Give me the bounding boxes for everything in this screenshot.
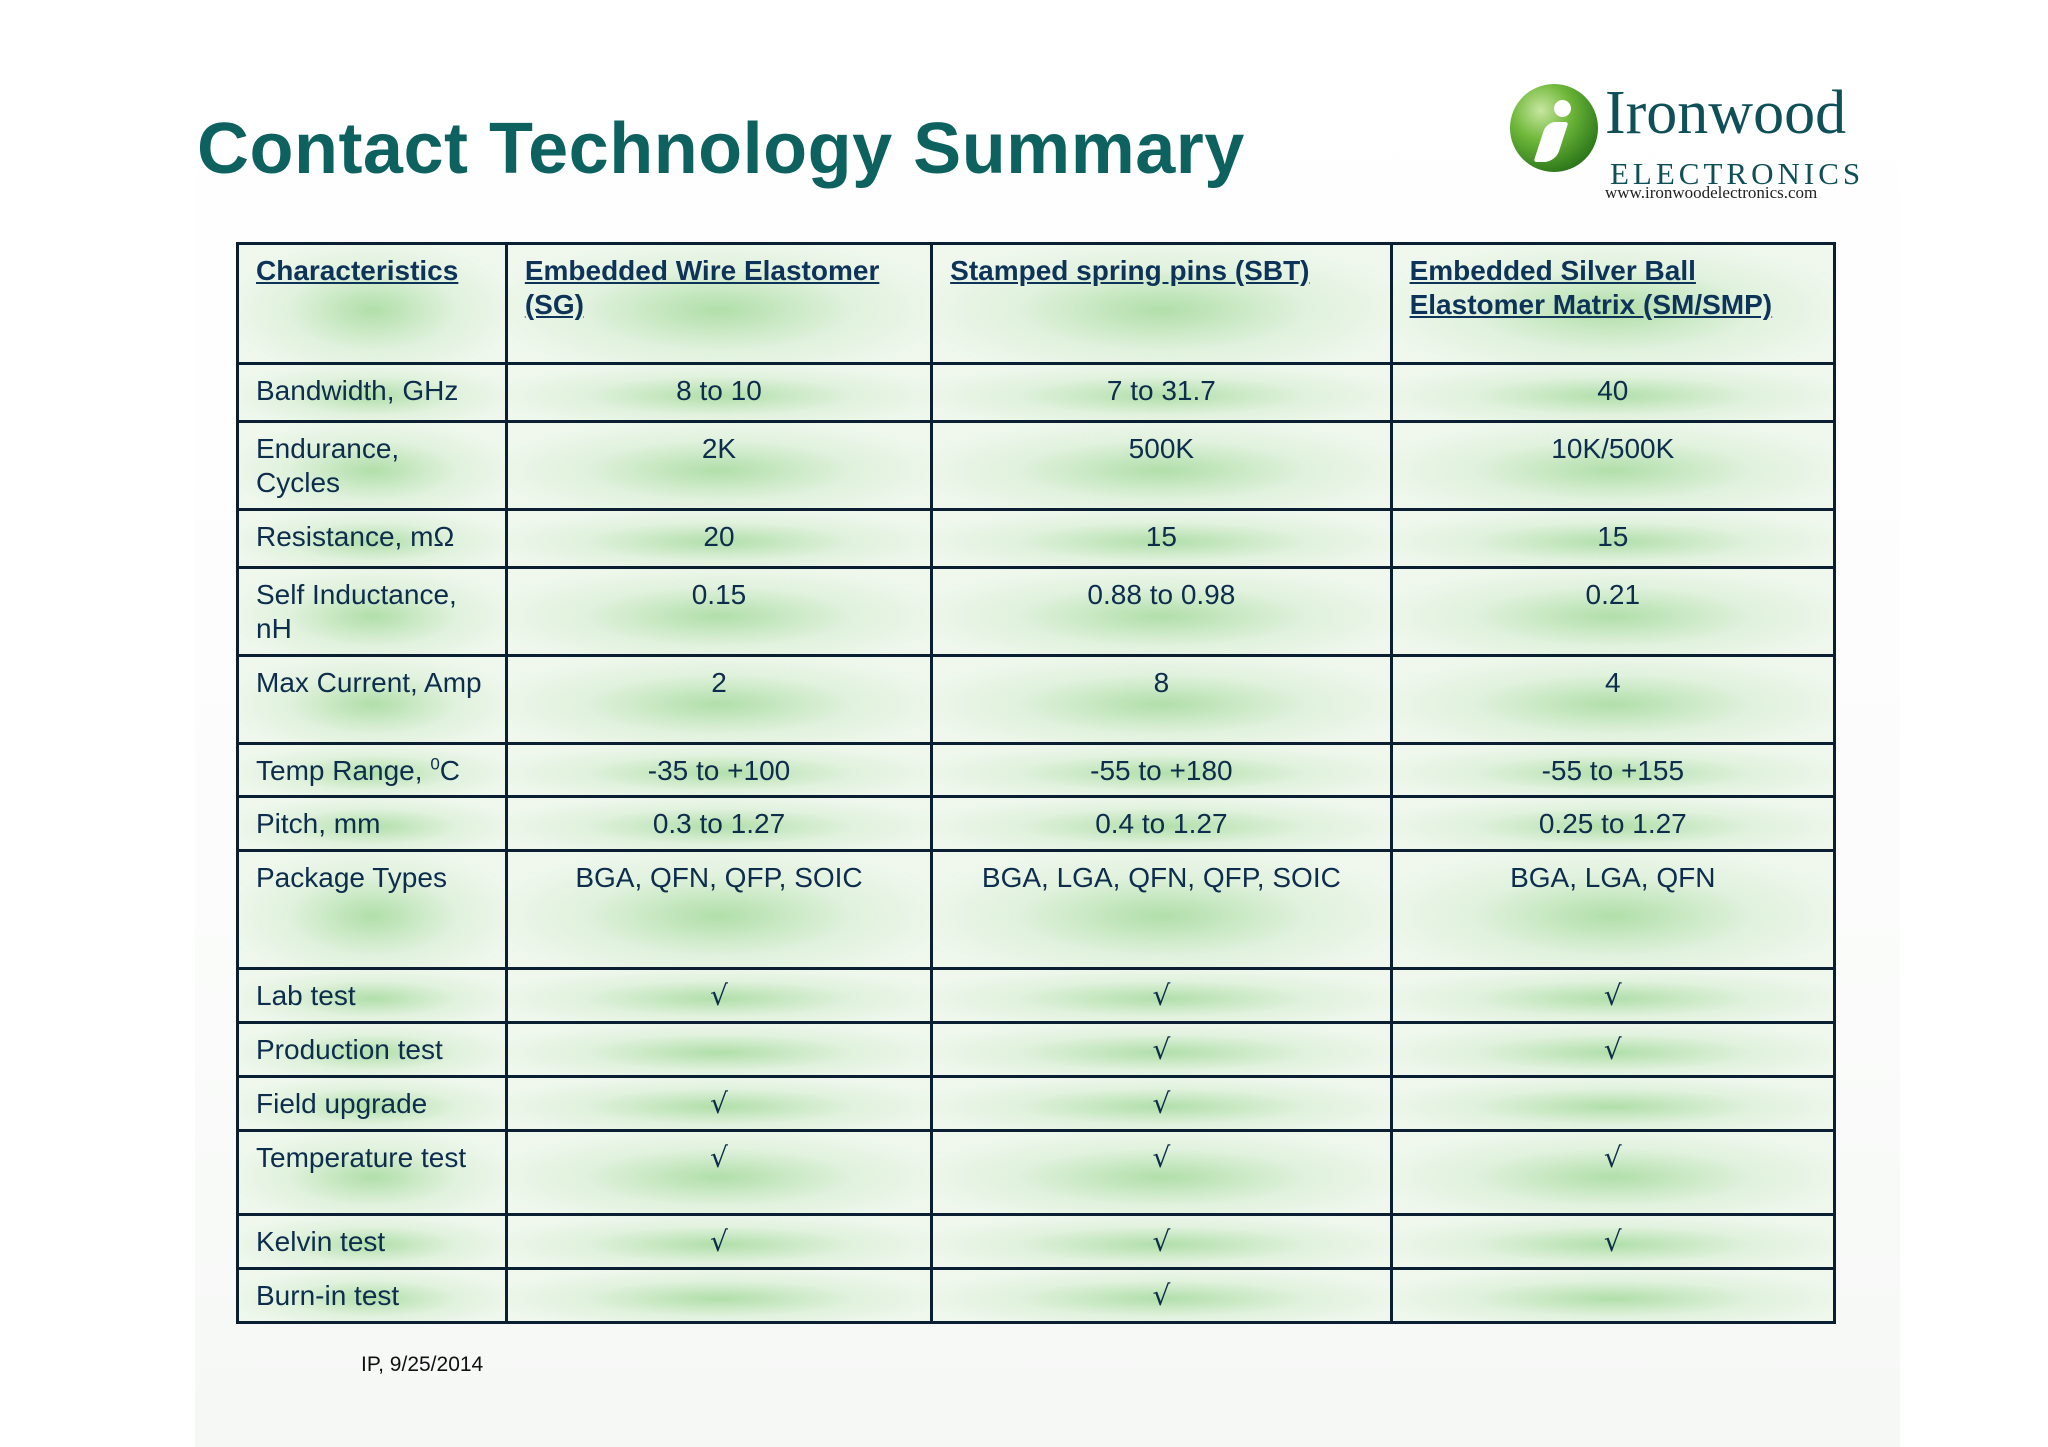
check-mark: √ <box>504 967 934 1024</box>
check-mark: √ <box>504 1075 934 1132</box>
cell-value: 15 <box>930 508 1393 569</box>
row-label: Kelvin test <box>236 1213 508 1270</box>
row-label: Max Current, Amp <box>236 654 508 745</box>
table-row: Temperature test √ √ √ <box>236 1129 1837 1216</box>
ironwood-i-logo-icon <box>1510 84 1598 172</box>
logo-url: www.ironwoodelectronics.com <box>1605 183 1818 202</box>
check-mark <box>1389 1075 1837 1132</box>
check-mark <box>504 1267 934 1324</box>
cell-value: 2K <box>504 420 934 511</box>
row-label: Bandwidth, GHz <box>236 362 508 423</box>
row-label: Temperature test <box>236 1129 508 1216</box>
slide-footer-date: IP, 9/25/2014 <box>361 1353 484 1376</box>
cell-value: 8 to 10 <box>504 362 934 423</box>
cell-value: -55 to +155 <box>1389 742 1837 798</box>
cell-value: 0.4 to 1.27 <box>930 795 1393 852</box>
table-row: Package Types BGA, QFN, QFP, SOIC BGA, L… <box>236 849 1837 970</box>
table-row: Lab test √ √ √ <box>236 967 1837 1024</box>
row-label: Self Inductance, nH <box>236 566 508 657</box>
header-stamped-spring-pins: Stamped spring pins (SBT) <box>930 242 1393 365</box>
header-embedded-wire-elastomer: Embedded Wire Elastomer (SG) <box>504 242 934 365</box>
slide-title: Contact Technology Summary <box>197 109 1245 189</box>
row-label: Field upgrade <box>236 1075 508 1132</box>
table-row: Field upgrade √ √ <box>236 1075 1837 1132</box>
check-mark: √ <box>930 967 1393 1024</box>
cell-value: 0.88 to 0.98 <box>930 566 1393 657</box>
cell-value: -55 to +180 <box>930 742 1393 798</box>
cell-value: -35 to +100 <box>504 742 934 798</box>
row-label: Production test <box>236 1021 508 1078</box>
cell-value: BGA, LGA, QFN <box>1389 849 1837 970</box>
check-mark: √ <box>1389 967 1837 1024</box>
table-row: Temp Range, 0C -35 to +100 -55 to +180 -… <box>236 742 1837 798</box>
check-mark: √ <box>1389 1021 1837 1078</box>
cell-value: 0.21 <box>1389 566 1837 657</box>
check-mark: √ <box>930 1075 1393 1132</box>
cell-value: 0.15 <box>504 566 934 657</box>
cell-value: 10K/500K <box>1389 420 1837 511</box>
check-mark <box>504 1021 934 1078</box>
cell-value: 20 <box>504 508 934 569</box>
table-row: Production test √ √ <box>236 1021 1837 1078</box>
table-row: Resistance, mΩ 20 15 15 <box>236 508 1837 569</box>
contact-technology-table: Characteristics Embedded Wire Elastomer … <box>236 242 1837 1324</box>
row-label-text: Temp Range, <box>256 755 431 786</box>
row-label-unit: C <box>439 755 461 786</box>
header-embedded-silver-ball: Embedded Silver Ball Elastomer Matrix (S… <box>1389 242 1837 365</box>
row-label: Burn-in test <box>236 1267 508 1324</box>
cell-value: 500K <box>930 420 1393 511</box>
cell-value: BGA, QFN, QFP, SOIC <box>504 849 934 970</box>
check-mark: √ <box>930 1129 1393 1216</box>
check-mark: √ <box>930 1267 1393 1324</box>
cell-value: 2 <box>504 654 934 745</box>
cell-value: 4 <box>1389 654 1837 745</box>
table-row: Pitch, mm 0.3 to 1.27 0.4 to 1.27 0.25 t… <box>236 795 1837 852</box>
check-mark: √ <box>1389 1213 1837 1270</box>
cell-value: 0.3 to 1.27 <box>504 795 934 852</box>
cell-value: 7 to 31.7 <box>930 362 1393 423</box>
check-mark: √ <box>1389 1129 1837 1216</box>
cell-value: 0.25 to 1.27 <box>1389 795 1837 852</box>
row-label: Endurance, Cycles <box>236 420 508 511</box>
row-label: Package Types <box>236 849 508 970</box>
row-label: Temp Range, 0C <box>236 742 508 798</box>
row-label: Resistance, mΩ <box>236 508 508 569</box>
cell-value: 40 <box>1389 362 1837 423</box>
table-row: Burn-in test √ <box>236 1267 1837 1324</box>
cell-value: 15 <box>1389 508 1837 569</box>
header-characteristics: Characteristics <box>236 242 508 365</box>
check-mark: √ <box>930 1021 1393 1078</box>
table-row: Self Inductance, nH 0.15 0.88 to 0.98 0.… <box>236 566 1837 657</box>
check-mark: √ <box>504 1213 934 1270</box>
table-row: Kelvin test √ √ √ <box>236 1213 1837 1270</box>
company-logo: Ironwood ELECTRONICS www.ironwoodelectro… <box>1508 79 1868 207</box>
table-header-row: Characteristics Embedded Wire Elastomer … <box>236 242 1837 365</box>
cell-value: 8 <box>930 654 1393 745</box>
degree-superscript: 0 <box>430 754 440 774</box>
logo-name: Ironwood <box>1605 79 1847 147</box>
cell-value: BGA, LGA, QFN, QFP, SOIC <box>930 849 1393 970</box>
table-row: Bandwidth, GHz 8 to 10 7 to 31.7 40 <box>236 362 1837 423</box>
logo-subtitle: ELECTRONICS <box>1610 156 1865 191</box>
check-mark: √ <box>930 1213 1393 1270</box>
row-label: Lab test <box>236 967 508 1024</box>
check-mark <box>1389 1267 1837 1324</box>
check-mark: √ <box>504 1129 934 1216</box>
table-row: Max Current, Amp 2 8 4 <box>236 654 1837 745</box>
table-row: Endurance, Cycles 2K 500K 10K/500K <box>236 420 1837 511</box>
row-label: Pitch, mm <box>236 795 508 852</box>
